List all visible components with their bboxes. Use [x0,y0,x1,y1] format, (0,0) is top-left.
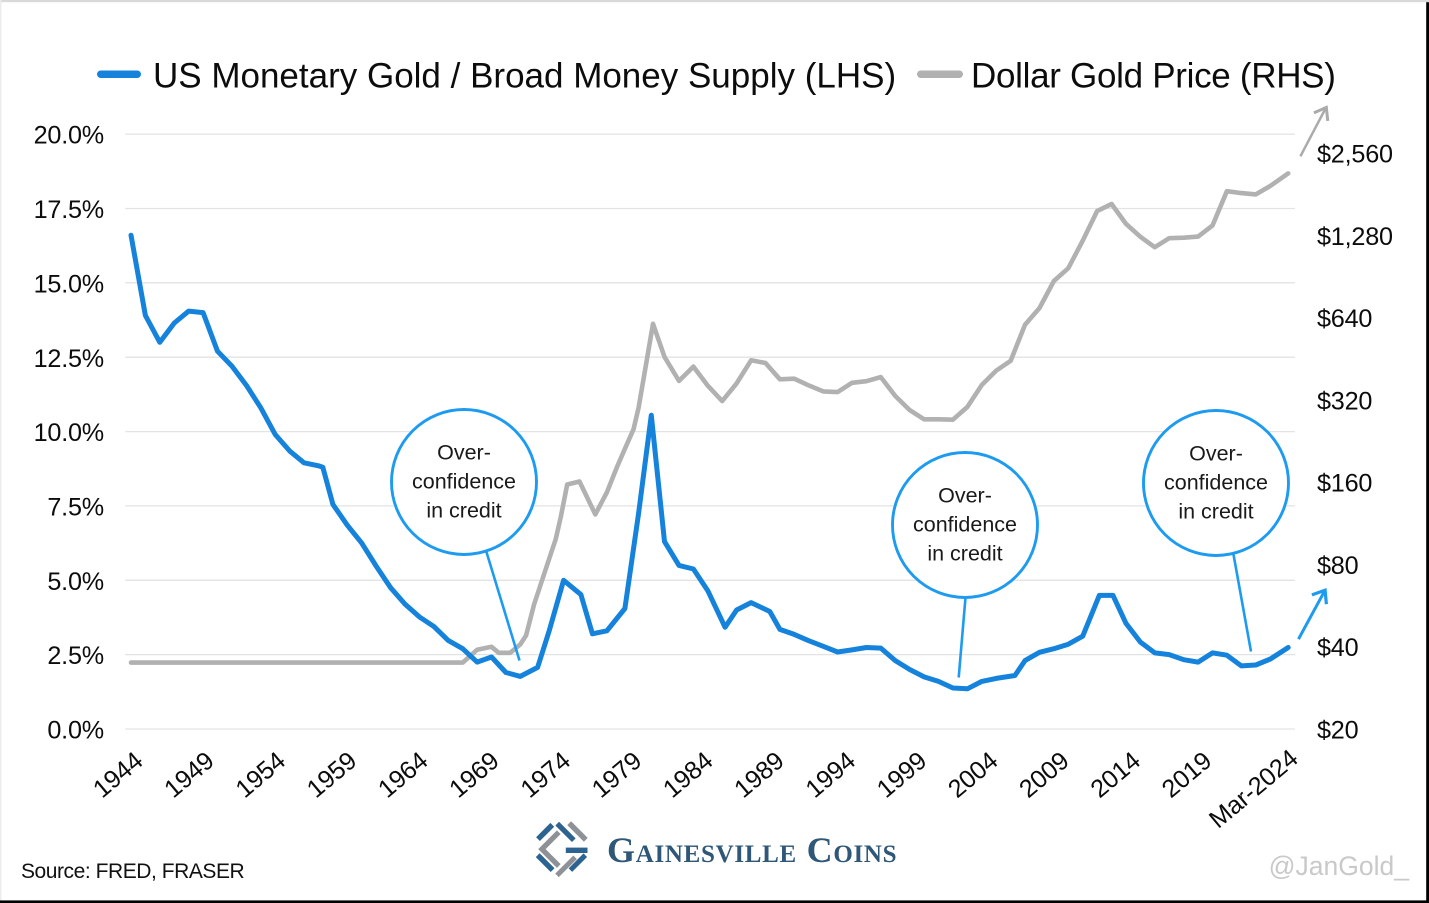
svg-text:Source: FRED, FRASER: Source: FRED, FRASER [21,860,245,883]
svg-text:10.0%: 10.0% [34,419,104,447]
svg-text:Dollar Gold Price (RHS): Dollar Gold Price (RHS) [971,57,1336,96]
svg-text:$2,560: $2,560 [1317,141,1393,169]
svg-text:$640: $640 [1317,305,1372,333]
svg-text:confidence: confidence [913,513,1017,537]
svg-text:7.5%: 7.5% [47,494,104,522]
svg-text:in credit: in credit [426,498,501,522]
svg-text:US Monetary Gold / Broad Money: US Monetary Gold / Broad Money Supply (L… [153,57,896,96]
svg-text:in credit: in credit [1178,499,1253,523]
svg-text:$40: $40 [1317,634,1359,662]
svg-text:confidence: confidence [412,470,516,494]
svg-text:$20: $20 [1317,716,1359,744]
svg-text:$320: $320 [1317,387,1372,415]
svg-text:12.5%: 12.5% [34,345,104,373]
svg-text:$80: $80 [1317,552,1359,580]
svg-text:0.0%: 0.0% [47,717,104,745]
svg-text:2.5%: 2.5% [47,642,104,670]
svg-text:$160: $160 [1317,470,1372,498]
svg-text:confidence: confidence [1164,471,1268,495]
svg-text:@JanGold_: @JanGold_ [1269,851,1411,881]
svg-text:$1,280: $1,280 [1317,223,1393,251]
svg-text:Over-: Over- [1189,441,1243,465]
svg-text:Gainesville Coins: Gainesville Coins [607,830,897,870]
svg-text:Over-: Over- [938,483,992,507]
svg-text:in credit: in credit [927,541,1002,565]
svg-text:20.0%: 20.0% [34,122,104,150]
svg-text:Over-: Over- [437,440,491,464]
svg-text:15.0%: 15.0% [34,270,104,298]
svg-text:5.0%: 5.0% [47,568,104,596]
svg-text:17.5%: 17.5% [34,196,104,224]
